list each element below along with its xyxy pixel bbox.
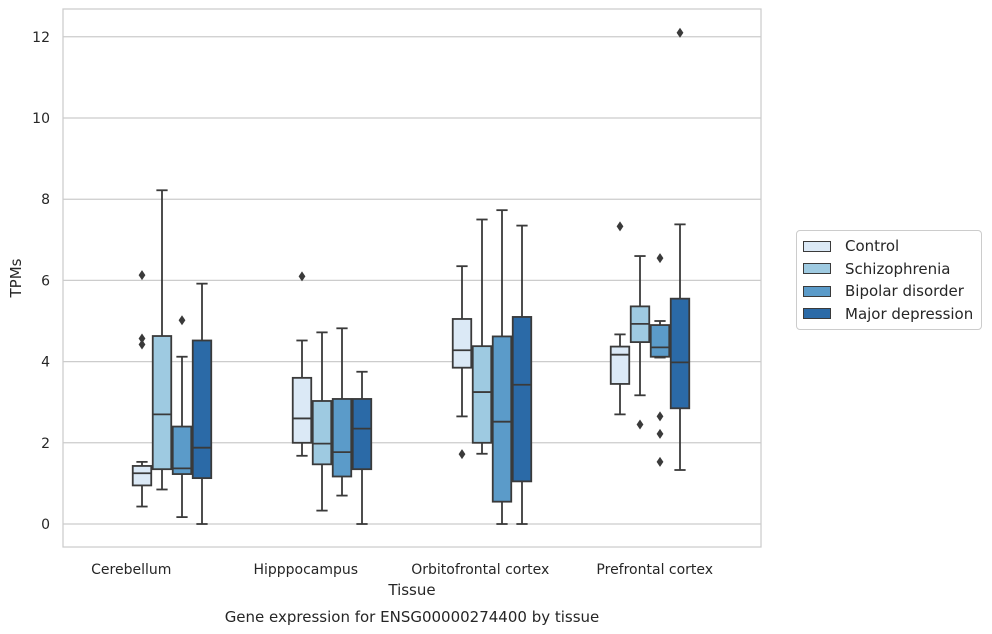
y-tick-label: 4 bbox=[41, 355, 50, 371]
box-0-3 bbox=[191, 282, 213, 525]
x-tick-label: Hipppocampus bbox=[253, 562, 358, 578]
box-iqr bbox=[609, 345, 631, 385]
x-tick-label: Cerebellum bbox=[91, 562, 171, 578]
x-tick-label: Prefrontal cortex bbox=[596, 562, 713, 578]
y-tick-label: 0 bbox=[41, 517, 50, 533]
legend-swatch bbox=[803, 285, 831, 297]
box-2-0 bbox=[451, 265, 473, 460]
outlier-point bbox=[298, 271, 306, 282]
outlier-point bbox=[138, 333, 146, 344]
box-iqr bbox=[131, 465, 153, 487]
x-axis-title: Tissue bbox=[387, 581, 435, 599]
chart-caption: Gene expression for ENSG00000274400 by t… bbox=[225, 608, 600, 626]
box-iqr bbox=[191, 339, 213, 480]
box-1-3 bbox=[351, 370, 373, 525]
box-iqr bbox=[491, 335, 513, 503]
box-iqr bbox=[511, 316, 533, 483]
box-iqr bbox=[291, 376, 313, 444]
outlier-point bbox=[656, 411, 664, 422]
y-tick-label: 8 bbox=[41, 192, 50, 208]
outlier-point bbox=[676, 27, 684, 38]
box-2-3 bbox=[511, 224, 533, 525]
plot-frame bbox=[62, 8, 762, 548]
x-tick-labels: Cerebellum Hipppocampus Orbitofrontal cort… bbox=[91, 562, 713, 578]
outlier-point bbox=[656, 456, 664, 467]
box-3-2 bbox=[649, 253, 671, 467]
box-iqr bbox=[649, 324, 671, 358]
box-2-1 bbox=[471, 218, 493, 455]
outlier-point bbox=[178, 315, 186, 326]
box-3-3 bbox=[669, 27, 691, 471]
outlier-point bbox=[138, 339, 146, 350]
box-0-1 bbox=[151, 189, 173, 491]
outlier-point bbox=[458, 449, 466, 460]
outlier-point bbox=[656, 428, 664, 439]
outlier-point bbox=[138, 270, 146, 281]
legend-item: Schizophrenia bbox=[797, 258, 981, 281]
legend-item: Major depression bbox=[797, 303, 981, 326]
legend-swatch bbox=[803, 240, 831, 252]
legend-item: Bipolar disorder bbox=[797, 280, 981, 303]
y-axis-title: TPMs bbox=[7, 258, 25, 298]
legend-label: Bipolar disorder bbox=[845, 282, 964, 301]
y-tick-label: 10 bbox=[32, 111, 50, 127]
box-1-2 bbox=[331, 327, 353, 497]
x-tick-label: Orbitofrontal cortex bbox=[411, 562, 549, 578]
outlier-point bbox=[616, 221, 624, 232]
y-tick-labels: 0 2 4 6 8 10 12 bbox=[32, 30, 50, 533]
box-iqr bbox=[351, 398, 373, 471]
box-iqr bbox=[311, 400, 333, 466]
box-2-2 bbox=[491, 209, 513, 525]
box-3-1 bbox=[629, 255, 651, 430]
legend-label: Control bbox=[845, 237, 900, 256]
box-iqr bbox=[451, 318, 473, 369]
legend-label: Schizophrenia bbox=[845, 259, 951, 278]
legend-swatch bbox=[803, 308, 831, 320]
box-iqr bbox=[171, 425, 193, 475]
legend-label: Major depression bbox=[845, 304, 974, 323]
box-0-0 bbox=[131, 270, 153, 508]
legend-item: Control bbox=[797, 235, 981, 258]
box-1-0 bbox=[291, 271, 313, 457]
y-tick-label: 12 bbox=[32, 30, 50, 46]
box-iqr bbox=[471, 345, 493, 444]
box-1-1 bbox=[311, 331, 333, 512]
box-3-0 bbox=[609, 221, 631, 416]
outlier-point bbox=[656, 253, 664, 264]
y-tick-label: 6 bbox=[41, 273, 50, 289]
box-iqr bbox=[151, 335, 173, 471]
y-tick-label: 2 bbox=[41, 436, 50, 452]
box-iqr bbox=[331, 398, 353, 478]
legend-swatch bbox=[803, 263, 831, 275]
legend: Control Schizophrenia Bipolar disorder Majo… bbox=[796, 230, 982, 330]
box-0-2 bbox=[171, 315, 193, 518]
box-iqr bbox=[669, 297, 691, 410]
outlier-point bbox=[636, 419, 644, 430]
box-groups bbox=[131, 27, 691, 525]
